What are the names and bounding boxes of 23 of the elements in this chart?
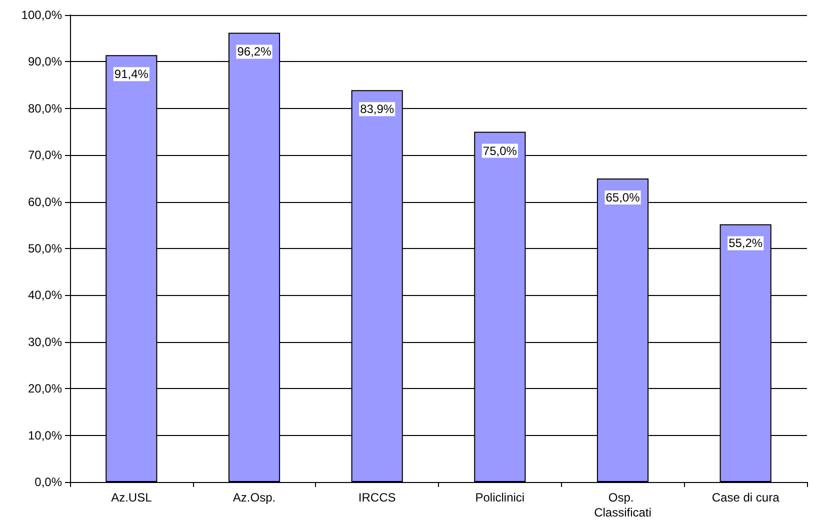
y-tick-label: 90,0% bbox=[28, 54, 62, 69]
y-tick-label: 50,0% bbox=[28, 242, 62, 256]
y-tick-label: 0,0% bbox=[34, 475, 62, 489]
y-tick-label: 80,0% bbox=[28, 101, 62, 116]
y-tick-label: 20,0% bbox=[28, 382, 62, 396]
data-label: 55,2% bbox=[728, 236, 763, 250]
y-tick-label: 10,0% bbox=[28, 428, 62, 442]
y-tick-label: 70,0% bbox=[28, 148, 62, 162]
x-tick-label: Az.USL bbox=[111, 490, 152, 504]
data-label: 83,9% bbox=[360, 102, 394, 116]
y-tick-label: 60,0% bbox=[28, 194, 62, 209]
x-tick-label: Az.Osp. bbox=[232, 490, 276, 504]
y-tick-label: 100,0% bbox=[21, 8, 62, 22]
x-tick-label: Case di cura bbox=[712, 490, 780, 504]
data-label: 91,4% bbox=[114, 67, 149, 82]
x-tick-label: IRCCS bbox=[358, 490, 396, 504]
y-tick-label: 40,0% bbox=[28, 288, 62, 302]
data-label: 65,0% bbox=[606, 190, 640, 204]
y-tick-label: 30,0% bbox=[28, 334, 62, 349]
x-tick-label: Policlinici bbox=[475, 490, 525, 504]
data-label: 75,0% bbox=[482, 144, 518, 158]
x-tick-label: Osp. Classificati bbox=[594, 490, 652, 520]
data-label: 96,2% bbox=[237, 44, 272, 59]
